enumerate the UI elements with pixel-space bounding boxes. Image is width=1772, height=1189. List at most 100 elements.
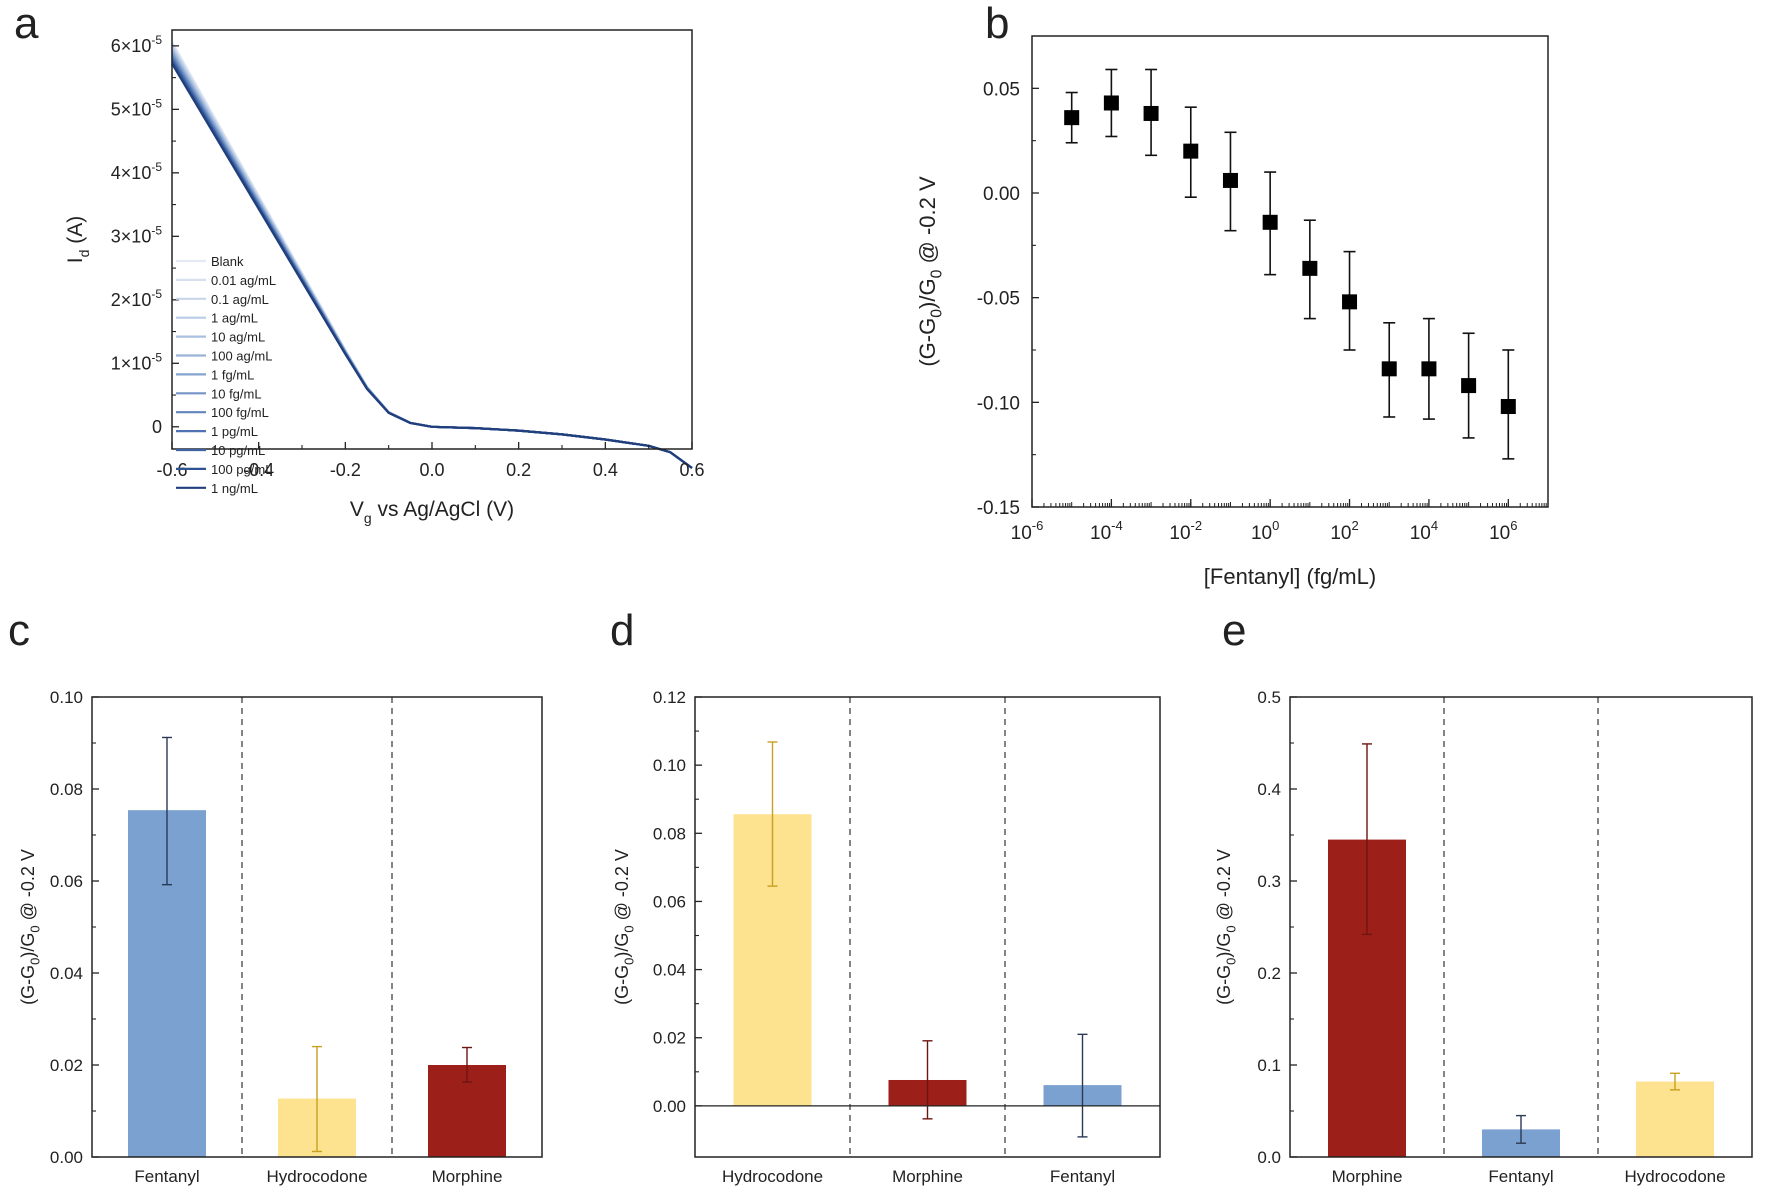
y-tick-label: 0.08 <box>50 780 83 799</box>
y-tick-label: 0.08 <box>653 824 686 843</box>
y-tick-label-a: 3×10-5 <box>111 223 163 246</box>
legend-label: 1 ng/mL <box>211 481 258 496</box>
y-axis-label: (G-G0)/G0 @ -0.2 V <box>1214 849 1238 1005</box>
data-point-b <box>1381 361 1397 377</box>
x-tick-label-b: 10-2 <box>1169 518 1202 544</box>
plot-frame <box>694 696 1161 1158</box>
x-tick-label-a: 0.2 <box>506 460 531 480</box>
curve-12 <box>171 63 693 469</box>
y-tick-label: 0.02 <box>50 1056 83 1075</box>
x-tick-label-a: 0.0 <box>419 460 444 480</box>
y-tick-label-b: -0.10 <box>977 393 1020 414</box>
data-point-b <box>1064 110 1080 126</box>
y-tick-label: 0.3 <box>1257 872 1281 891</box>
y-tick-label: 0.02 <box>653 1029 686 1048</box>
y-tick-label-a: 1×10-5 <box>111 350 163 373</box>
y-tick-label-a: 2×10-5 <box>111 287 163 310</box>
category-label: Fentanyl <box>1050 1167 1115 1186</box>
y-tick-label-a: 4×10-5 <box>111 160 163 183</box>
chart-c-selectivity-bars: Fentanyl Hydrocodone Morphine 0.00 0.02 0.04 0… <box>18 688 543 1186</box>
x-tick-label-b: 104 <box>1410 518 1438 544</box>
y-tick-label-b: 0.00 <box>983 184 1020 205</box>
panel-letter-a: a <box>14 0 39 48</box>
legend-label: 100 pg/mL <box>211 462 272 477</box>
category-label: Hydrocodone <box>266 1167 367 1186</box>
y-tick-label: 0.04 <box>50 964 83 983</box>
chart-a-transfer-curves: -0.6 -0.4 -0.2 0.0 0.2 0.4 0.6 0 1×10-5 2×10-5 3×1… <box>64 29 705 526</box>
data-point-b <box>1342 294 1358 310</box>
data-point-b <box>1103 95 1119 111</box>
panel-letter-c: c <box>8 606 30 655</box>
x-tick-label-b: 102 <box>1330 518 1358 544</box>
legend-label: 100 fg/mL <box>211 405 269 420</box>
y-tick-label: 0.00 <box>50 1148 83 1167</box>
panel-letter-b: b <box>985 0 1009 48</box>
chart-b-concentration-response: 10-6 10-4 10-2 100 102 104 106 -0.15 -0.10 -0.05 0… <box>915 35 1549 589</box>
panel-letter-e: e <box>1222 606 1246 655</box>
x-tick-label-b: 10-6 <box>1011 518 1044 544</box>
data-point-b <box>1500 399 1516 415</box>
y-tick-label: 0.12 <box>653 688 686 707</box>
panel-letter-d: d <box>610 606 634 655</box>
data-point-b <box>1461 378 1477 394</box>
category-label: Morphine <box>892 1167 963 1186</box>
x-tick-label-a: -0.6 <box>156 460 187 480</box>
y-tick-label: 0.5 <box>1257 688 1281 707</box>
y-tick-label: 0.2 <box>1257 964 1281 983</box>
x-tick-label-a: -0.2 <box>330 460 361 480</box>
y-tick-label-a: 0 <box>152 417 162 437</box>
y-tick-label-b: -0.15 <box>977 498 1020 519</box>
category-label: Morphine <box>1332 1167 1403 1186</box>
data-point-b <box>1421 361 1437 377</box>
legend-label: 10 fg/mL <box>211 386 262 401</box>
y-axis-label: (G-G0)/G0 @ -0.2 V <box>18 849 42 1005</box>
y-tick-label-a: 6×10-5 <box>111 33 163 56</box>
legend-label: Blank <box>211 254 244 269</box>
x-tick-label-a: -0.4 <box>243 460 274 480</box>
legend-label: 100 ag/mL <box>211 349 272 364</box>
x-axis-label-a: Vg vs Ag/AgCl (V) <box>350 498 514 526</box>
y-tick-label: 0.0 <box>1257 1148 1281 1167</box>
legend-label: 10 pg/mL <box>211 443 265 458</box>
category-label: Morphine <box>432 1167 503 1186</box>
y-tick-label: 0.10 <box>653 756 686 775</box>
legend-label: 1 fg/mL <box>211 367 254 382</box>
chart-e-selectivity-bars: Morphine Fentanyl Hydrocodone 0.0 0.1 0.2 0.3 0… <box>1214 688 1753 1186</box>
x-tick-label-a: 0.6 <box>679 460 704 480</box>
y-axis-label-a: Id (A) <box>64 216 92 263</box>
category-label: Fentanyl <box>134 1167 199 1186</box>
y-tick-label: 0.1 <box>1257 1056 1281 1075</box>
y-tick-label-b: -0.05 <box>977 289 1020 310</box>
x-tick-label-b: 10-4 <box>1090 518 1123 544</box>
plot-frame-b <box>1031 35 1549 508</box>
curve-0 <box>171 41 693 469</box>
category-label: Hydrocodone <box>1624 1167 1725 1186</box>
category-label: Fentanyl <box>1488 1167 1553 1186</box>
legend-label: 0.1 ag/mL <box>211 292 269 307</box>
x-tick-label-b: 106 <box>1489 518 1517 544</box>
y-tick-label: 0.10 <box>50 688 83 707</box>
data-point-b <box>1143 105 1159 121</box>
chart-d-selectivity-bars: Hydrocodone Morphine Fentanyl 0.00 0.02 0.04 0… <box>612 688 1161 1186</box>
y-tick-label: 0.04 <box>653 961 686 980</box>
bar-hydrocodone <box>1636 1081 1714 1157</box>
y-tick-label: 0.06 <box>653 892 686 911</box>
legend-label: 1 ag/mL <box>211 311 258 326</box>
x-axis-label-b: [Fentanyl] (fg/mL) <box>1204 564 1376 589</box>
y-tick-label: 0.4 <box>1257 780 1281 799</box>
y-axis-label: (G-G0)/G0 @ -0.2 V <box>612 849 636 1005</box>
legend-label: 1 pg/mL <box>211 424 258 439</box>
legend-label: 0.01 ag/mL <box>211 273 276 288</box>
data-point-b <box>1262 214 1278 230</box>
data-point-b <box>1183 143 1199 159</box>
x-tick-label-a: 0.4 <box>593 460 618 480</box>
legend-label: 10 ag/mL <box>211 330 265 345</box>
y-tick-label: 0.00 <box>653 1097 686 1116</box>
x-tick-label-b: 100 <box>1251 518 1279 544</box>
y-axis-label-b: (G-G0)/G0 @ -0.2 V <box>915 176 946 367</box>
y-tick-label: 0.06 <box>50 872 83 891</box>
data-point-b <box>1222 172 1238 188</box>
category-label: Hydrocodone <box>722 1167 823 1186</box>
y-tick-label-b: 0.05 <box>983 79 1020 100</box>
